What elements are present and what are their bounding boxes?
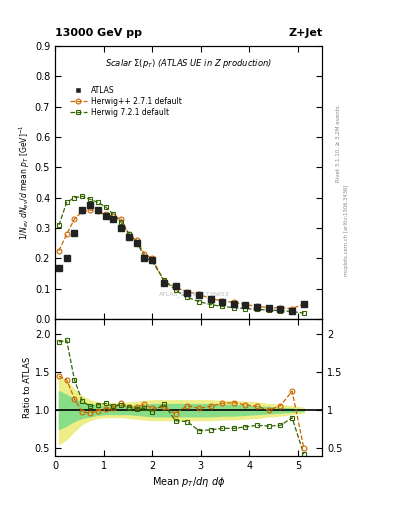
Text: Rivet 3.1.10, ≥ 3.2M events: Rivet 3.1.10, ≥ 3.2M events [336, 105, 341, 182]
Y-axis label: Ratio to ATLAS: Ratio to ATLAS [23, 357, 32, 418]
Text: 13000 GeV pp: 13000 GeV pp [55, 28, 142, 38]
Text: Scalar $\Sigma(p_T)$ (ATLAS UE in Z production): Scalar $\Sigma(p_T)$ (ATLAS UE in Z prod… [105, 57, 272, 70]
X-axis label: Mean $p_T/d\eta\ d\phi$: Mean $p_T/d\eta\ d\phi$ [152, 475, 225, 489]
Text: ATLAS_2019_I1736653: ATLAS_2019_I1736653 [159, 292, 230, 297]
Text: mcplots.cern.ch [arXiv:1306.3436]: mcplots.cern.ch [arXiv:1306.3436] [344, 185, 349, 276]
Y-axis label: $1/N_{ev}\ dN_{ev}/d\ \mathrm{mean}\ p_T\ [\mathrm{GeV}]^{-1}$: $1/N_{ev}\ dN_{ev}/d\ \mathrm{mean}\ p_T… [18, 125, 32, 240]
Text: Z+Jet: Z+Jet [288, 28, 322, 38]
Legend: ATLAS, Herwig++ 2.7.1 default, Herwig 7.2.1 default: ATLAS, Herwig++ 2.7.1 default, Herwig 7.… [67, 82, 184, 120]
